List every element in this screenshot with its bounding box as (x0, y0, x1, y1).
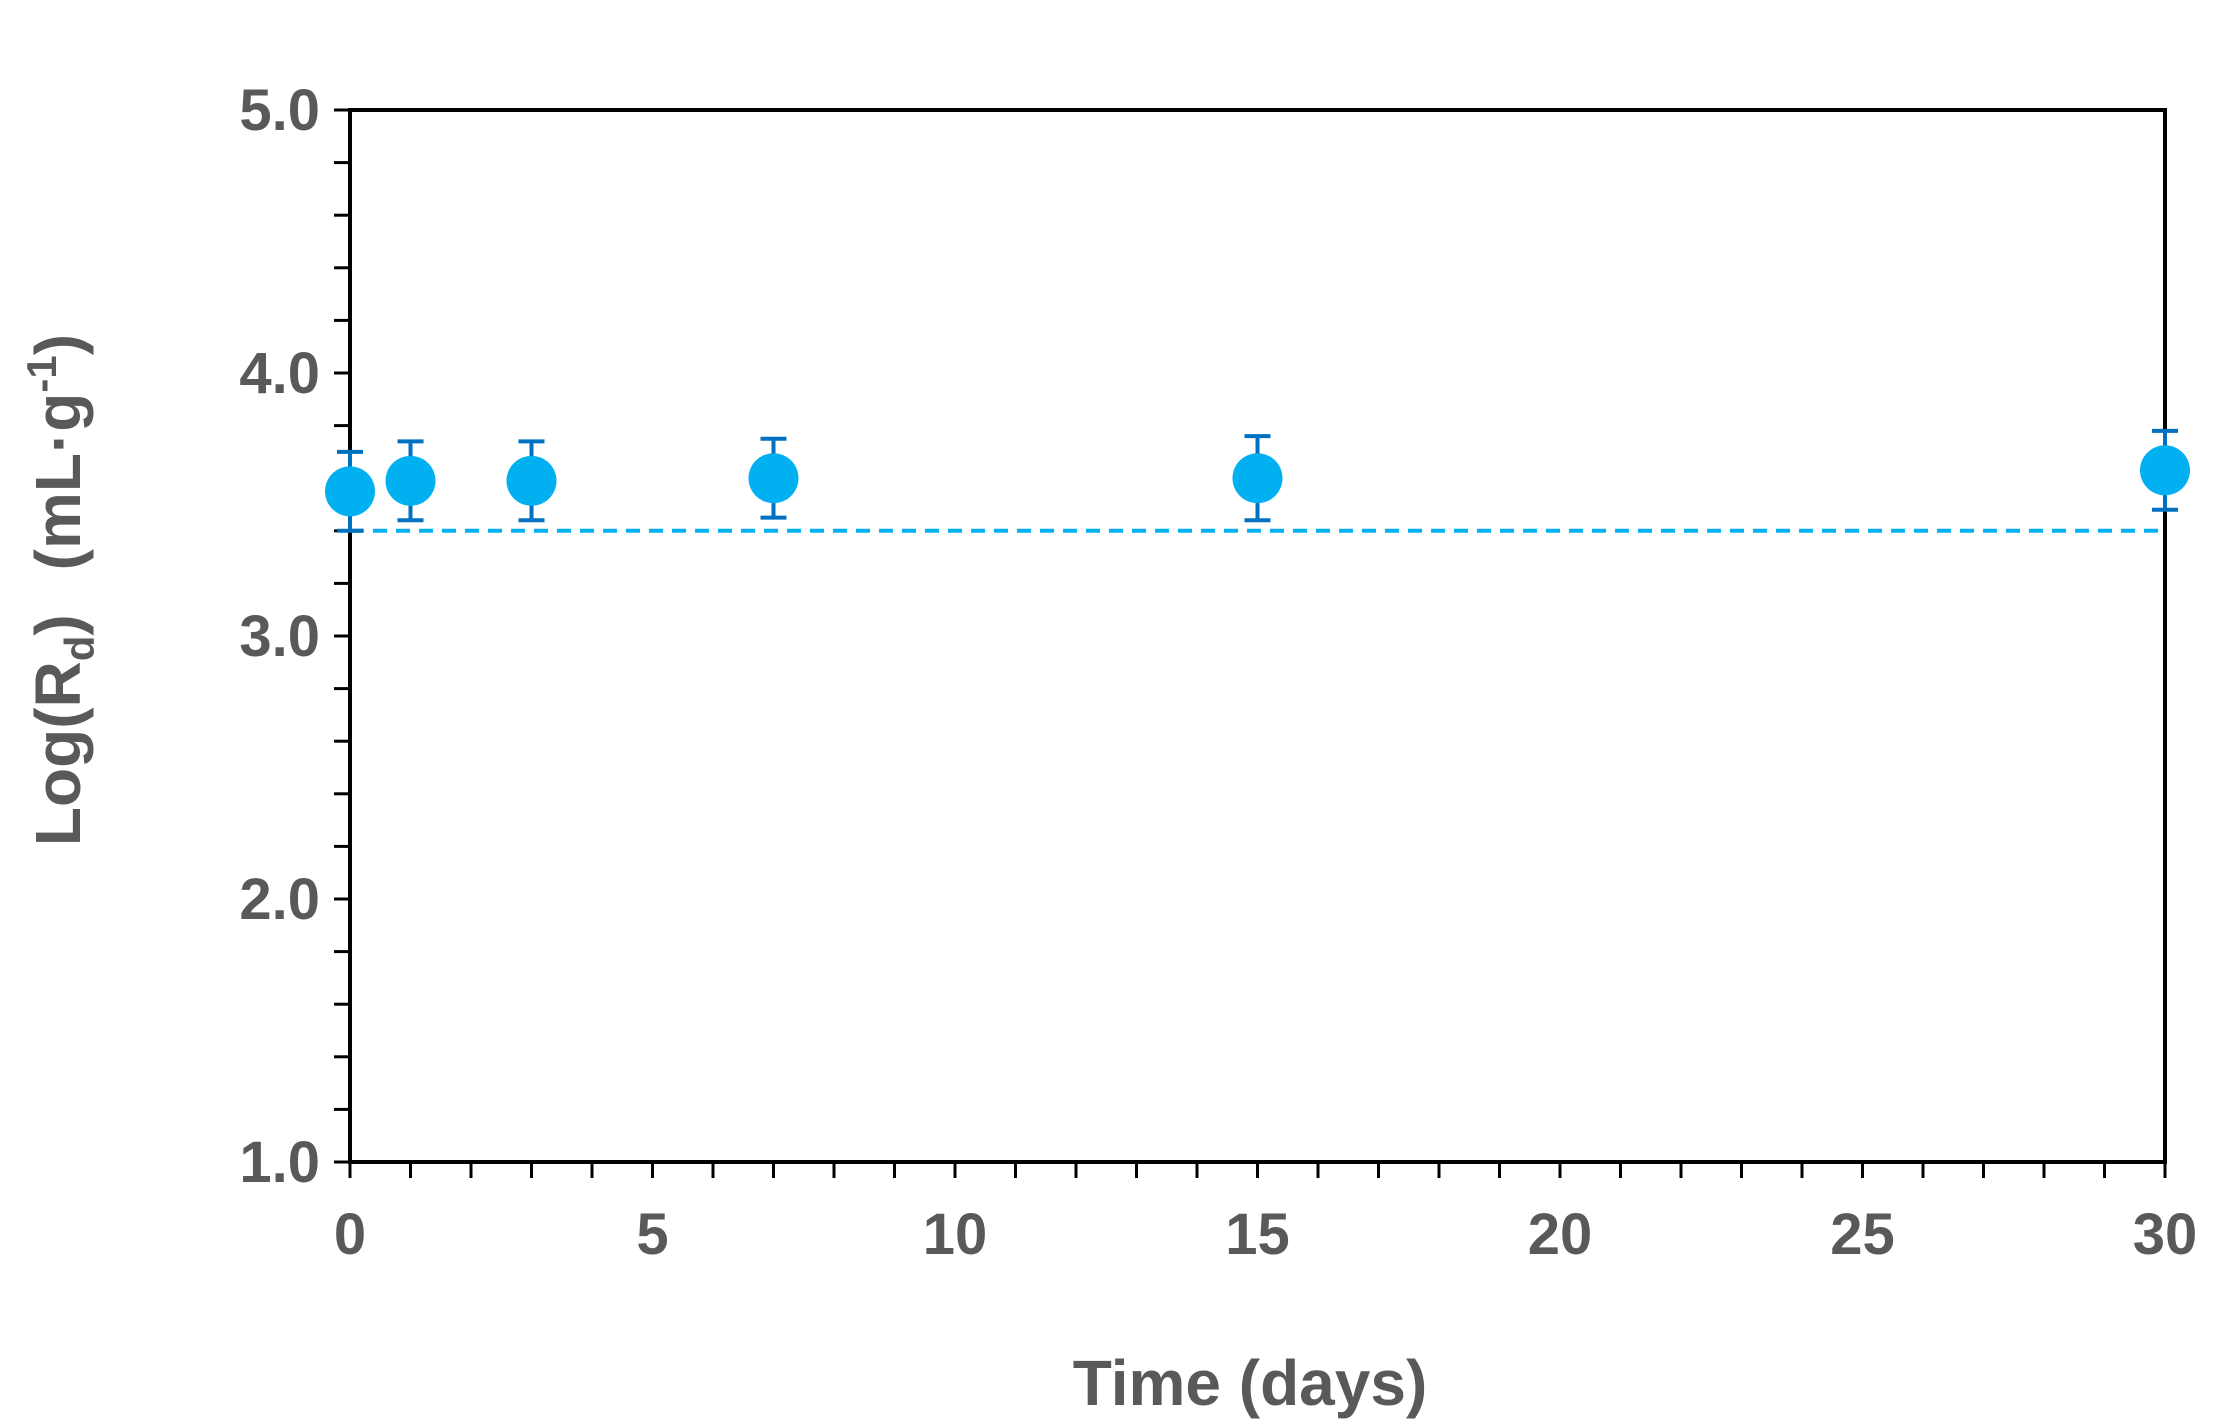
data-point (2140, 445, 2190, 496)
x-axis-title: Time (days) (1073, 1347, 1428, 1419)
data-points (325, 445, 2190, 517)
y-tick-label: 4.0 (239, 341, 320, 406)
x-tick-label: 0 (334, 1202, 366, 1267)
x-tick-label: 25 (1830, 1202, 1895, 1267)
y-tick-label: 5.0 (239, 78, 320, 143)
x-tick-label: 15 (1225, 1202, 1290, 1267)
x-tick-label: 10 (923, 1202, 988, 1267)
y-axis-title-close: ) (22, 614, 94, 635)
y-axis-title-sub: d (56, 636, 103, 662)
y-tick-labels: 1.0 2.0 3.0 4.0 5.0 (239, 78, 320, 1195)
minor-ticks (334, 108, 2167, 1178)
x-tick-labels: 0 5 10 15 20 25 30 (334, 1202, 2197, 1267)
y-axis-title-main: Log(R (22, 661, 94, 846)
y-axis-title: Log(Rd) (mL·g-1) (18, 334, 103, 846)
data-point (1232, 453, 1283, 504)
data-point (748, 453, 799, 504)
x-tick-label: 5 (636, 1202, 668, 1267)
x-tick-label: 20 (1528, 1202, 1593, 1267)
data-point (385, 455, 436, 506)
x-tick-label: 30 (2133, 1202, 2198, 1267)
y-tick-label: 2.0 (239, 867, 320, 932)
y-tick-label: 1.0 (239, 1130, 320, 1195)
data-point (506, 455, 557, 506)
y-axis-title-unit-sup: -1 (18, 355, 65, 392)
y-axis-title-unit-close: ) (22, 334, 94, 355)
y-tick-label: 3.0 (239, 604, 320, 669)
y-axis-title-unit-open: (mL·g (22, 393, 94, 571)
data-point (325, 466, 375, 517)
